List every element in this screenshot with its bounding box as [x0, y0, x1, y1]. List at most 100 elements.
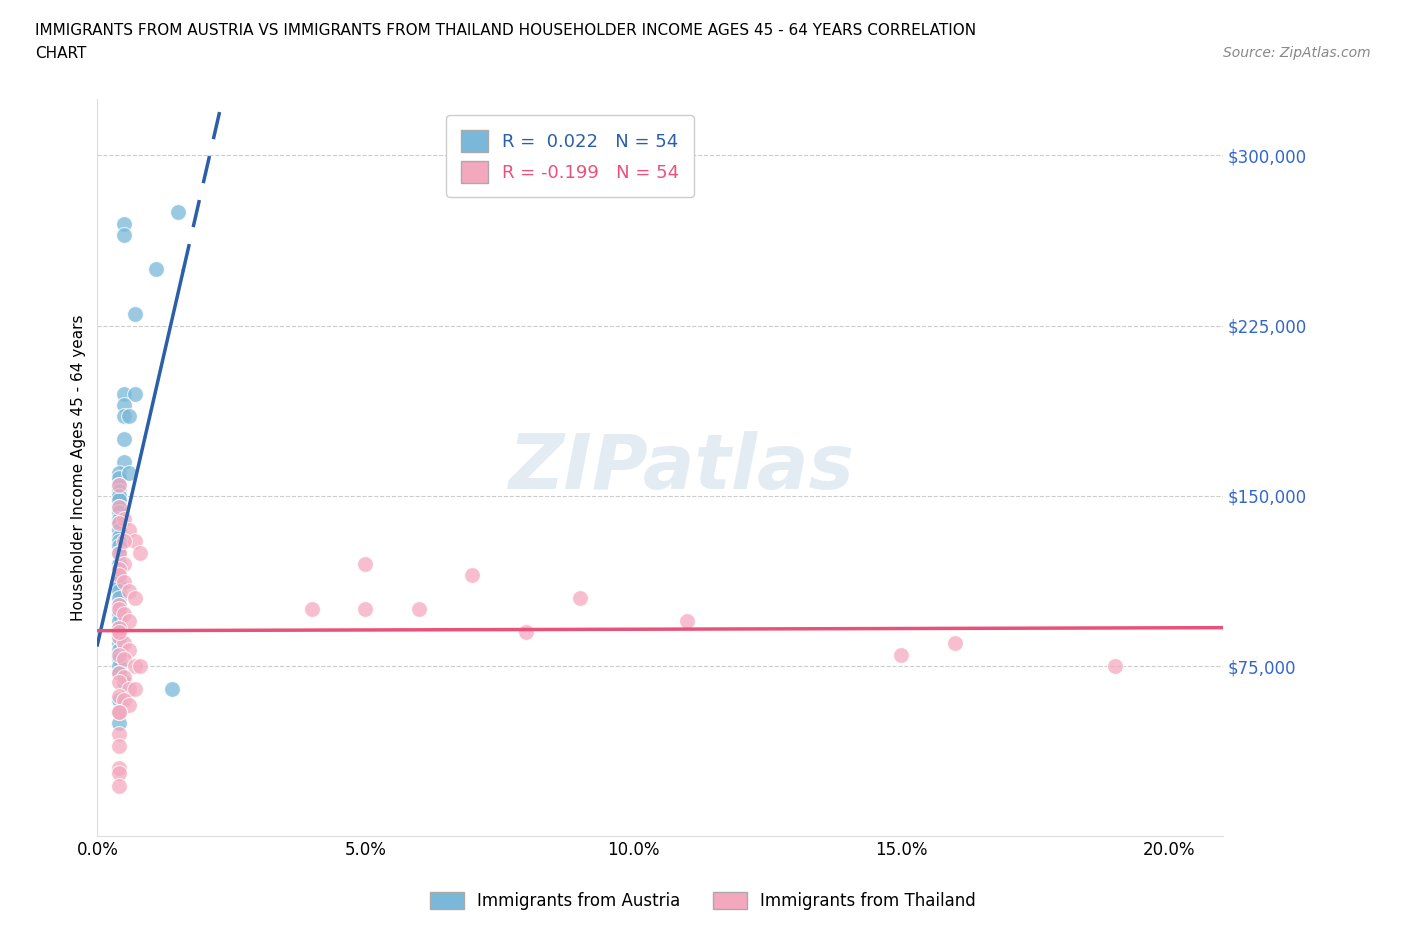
Point: [112, 606, 135, 621]
Point: [107, 602, 129, 617]
Point: [129, 658, 152, 673]
Point: [675, 613, 697, 628]
Text: Source: ZipAtlas.com: Source: ZipAtlas.com: [1223, 46, 1371, 60]
Point: [112, 398, 135, 413]
Point: [107, 625, 129, 640]
Point: [107, 512, 129, 526]
Point: [118, 698, 141, 712]
Point: [107, 488, 129, 503]
Point: [107, 584, 129, 599]
Point: [124, 534, 146, 549]
Legend: R =  0.022   N = 54, R = -0.199   N = 54: R = 0.022 N = 54, R = -0.199 N = 54: [446, 115, 693, 197]
Point: [112, 534, 135, 549]
Point: [107, 704, 129, 719]
Point: [112, 432, 135, 446]
Text: CHART: CHART: [35, 46, 87, 61]
Point: [107, 561, 129, 576]
Point: [107, 556, 129, 571]
Point: [408, 602, 430, 617]
Point: [107, 625, 129, 640]
Point: [107, 488, 129, 503]
Point: [107, 534, 129, 549]
Point: [515, 625, 537, 640]
Point: [112, 409, 135, 424]
Point: [107, 643, 129, 658]
Point: [107, 471, 129, 485]
Point: [107, 647, 129, 662]
Point: [107, 738, 129, 753]
Point: [943, 636, 966, 651]
Point: [107, 477, 129, 492]
Point: [107, 499, 129, 514]
Point: [107, 597, 129, 612]
Point: [107, 726, 129, 741]
Y-axis label: Householder Income Ages 45 - 64 years: Householder Income Ages 45 - 64 years: [72, 314, 86, 620]
Point: [107, 704, 129, 719]
Point: [301, 602, 323, 617]
Point: [107, 658, 129, 673]
Point: [107, 561, 129, 576]
Legend: Immigrants from Austria, Immigrants from Thailand: Immigrants from Austria, Immigrants from…: [423, 885, 983, 917]
Point: [107, 579, 129, 594]
Point: [107, 620, 129, 635]
Point: [107, 493, 129, 508]
Point: [107, 516, 129, 531]
Point: [107, 545, 129, 560]
Point: [112, 670, 135, 684]
Point: [107, 466, 129, 481]
Point: [129, 545, 152, 560]
Point: [112, 556, 135, 571]
Point: [112, 693, 135, 708]
Point: [107, 523, 129, 538]
Point: [118, 682, 141, 697]
Point: [107, 575, 129, 590]
Point: [112, 216, 135, 231]
Point: [107, 704, 129, 719]
Point: [118, 584, 141, 599]
Point: [118, 523, 141, 538]
Point: [112, 386, 135, 401]
Point: [112, 674, 135, 689]
Point: [107, 693, 129, 708]
Point: [107, 688, 129, 703]
Point: [107, 568, 129, 583]
Point: [107, 484, 129, 498]
Point: [112, 228, 135, 243]
Point: [112, 455, 135, 470]
Point: [107, 538, 129, 553]
Point: [107, 647, 129, 662]
Point: [112, 636, 135, 651]
Point: [112, 575, 135, 590]
Point: [124, 591, 146, 605]
Point: [118, 466, 141, 481]
Point: [124, 658, 146, 673]
Point: [354, 602, 377, 617]
Point: [461, 568, 484, 583]
Point: [107, 606, 129, 621]
Point: [107, 765, 129, 780]
Point: [124, 682, 146, 697]
Point: [107, 636, 129, 651]
Point: [107, 597, 129, 612]
Point: [107, 568, 129, 583]
Point: [107, 477, 129, 492]
Point: [166, 205, 188, 219]
Point: [107, 630, 129, 644]
Point: [107, 620, 129, 635]
Point: [107, 666, 129, 681]
Point: [107, 499, 129, 514]
Point: [112, 652, 135, 667]
Point: [107, 761, 129, 776]
Point: [107, 652, 129, 667]
Point: [162, 682, 184, 697]
Point: [107, 602, 129, 617]
Point: [107, 545, 129, 560]
Point: [145, 261, 167, 276]
Point: [124, 307, 146, 322]
Point: [107, 630, 129, 644]
Text: IMMIGRANTS FROM AUSTRIA VS IMMIGRANTS FROM THAILAND HOUSEHOLDER INCOME AGES 45 -: IMMIGRANTS FROM AUSTRIA VS IMMIGRANTS FR…: [35, 23, 976, 38]
Point: [568, 591, 591, 605]
Point: [118, 643, 141, 658]
Point: [890, 647, 912, 662]
Point: [118, 409, 141, 424]
